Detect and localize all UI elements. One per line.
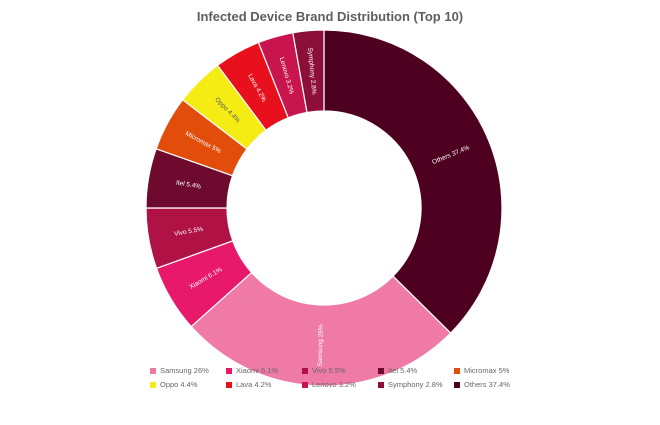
legend-item-xiaomi: Xiaomi 6.1%: [226, 366, 302, 375]
legend-swatch-icon: [150, 381, 156, 388]
slice-label-itel: Itel 5.4%: [175, 179, 201, 190]
slice-label-symphony: Symphony 2.8%: [306, 47, 317, 95]
slice-label-samsung: Samsung 26%: [317, 324, 325, 367]
legend-item-oppo: Oppo 4.4%: [150, 380, 226, 389]
legend-swatch-icon: [226, 381, 232, 388]
legend-swatch-icon: [302, 381, 308, 388]
legend-label: Lenovo 3.2%: [312, 380, 356, 389]
slice-samsung: [190, 271, 452, 387]
chart-legend: Samsung 26% Xiaomi 6.1% Vivo 5.5% Itel 5.4%…: [150, 366, 530, 389]
legend-label: Itel 5.4%: [388, 366, 418, 375]
chart-title: Infected Device Brand Distribution (Top …: [196, 9, 464, 24]
legend-label: Oppo 4.4%: [160, 380, 198, 389]
legend-item-samsung: Samsung 26%: [150, 366, 226, 375]
legend-swatch-icon: [378, 381, 384, 388]
legend-item-others: Others 37.4%: [454, 380, 530, 389]
legend-swatch-icon: [454, 381, 460, 388]
legend-swatch-icon: [150, 367, 156, 374]
legend-swatch-icon: [378, 367, 384, 374]
legend-swatch-icon: [226, 367, 232, 374]
legend-label: Micromax 5%: [464, 366, 510, 375]
slice-label-vivo: Vivo 5.5%: [174, 226, 204, 238]
legend-item-itel: Itel 5.4%: [378, 366, 454, 375]
legend-item-symphony: Symphony 2.8%: [378, 380, 454, 389]
legend-label: Lava 4.2%: [236, 380, 272, 389]
slice-symphony: [292, 29, 325, 114]
legend-label: Xiaomi 6.1%: [236, 366, 279, 375]
legend-label: Symphony 2.8%: [388, 380, 443, 389]
legend-item-lava: Lava 4.2%: [226, 380, 302, 389]
legend-item-vivo: Vivo 5.5%: [302, 366, 378, 375]
legend-label: Vivo 5.5%: [312, 366, 346, 375]
legend-item-micromax: Micromax 5%: [454, 366, 530, 375]
legend-swatch-icon: [302, 367, 308, 374]
legend-label: Others 37.4%: [464, 380, 510, 389]
legend-swatch-icon: [454, 367, 460, 374]
legend-label: Samsung 26%: [160, 366, 209, 375]
slice-others: [323, 29, 503, 334]
legend-item-lenovo: Lenovo 3.2%: [302, 380, 378, 389]
